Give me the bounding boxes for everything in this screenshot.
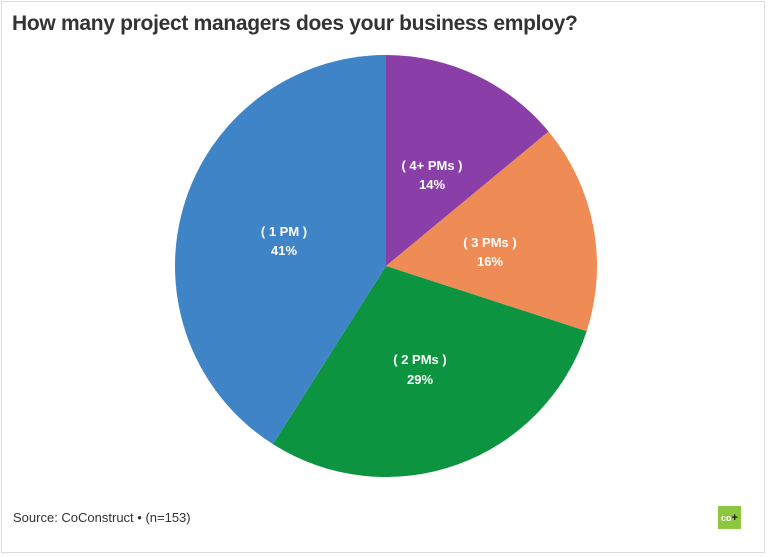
source-note: Source: CoConstruct • (n=153) [13, 510, 191, 525]
coconstruct-logo: co + [718, 506, 741, 529]
svg-text:16%: 16% [477, 254, 503, 269]
svg-text:( 4+ PMs ): ( 4+ PMs ) [401, 158, 462, 173]
svg-text:14%: 14% [419, 177, 445, 192]
pie-slice-2 [272, 266, 587, 477]
chart-title: How many project managers does your busi… [12, 12, 578, 35]
svg-text:( 2 PMs ): ( 2 PMs ) [393, 352, 446, 367]
logo-text: co [721, 512, 732, 523]
slice-label-2: ( 2 PMs ) 29% [393, 352, 446, 387]
slice-label-4plus: ( 4+ PMs ) 14% [401, 158, 462, 192]
svg-text:29%: 29% [407, 372, 433, 387]
logo-plus-icon: + [731, 511, 738, 524]
svg-text:( 3 PMs ): ( 3 PMs ) [463, 235, 516, 250]
pie-slice-1 [175, 55, 386, 445]
svg-text:41%: 41% [271, 243, 297, 258]
slice-label-1: ( 1 PM ) 41% [261, 224, 307, 258]
pie-slice-4plus [386, 55, 549, 266]
slice-label-3: ( 3 PMs ) 16% [463, 235, 516, 269]
pie-slice-3 [386, 131, 598, 332]
svg-text:( 1 PM ): ( 1 PM ) [261, 224, 307, 239]
